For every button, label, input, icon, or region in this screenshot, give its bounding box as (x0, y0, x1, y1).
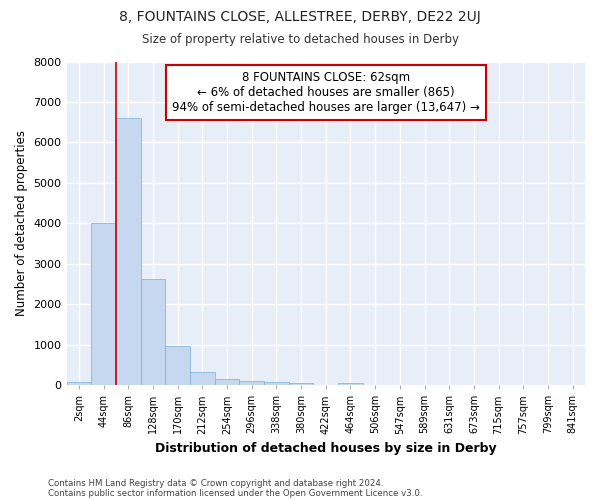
Bar (264, 382, 289, 385)
X-axis label: Distribution of detached houses by size in Derby: Distribution of detached houses by size … (155, 442, 497, 455)
Text: Size of property relative to detached houses in Derby: Size of property relative to detached ho… (142, 32, 458, 46)
Y-axis label: Number of detached properties: Number of detached properties (15, 130, 28, 316)
Bar (140, 279, 165, 385)
Bar (116, 118, 140, 385)
Text: 8 FOUNTAINS CLOSE: 62sqm
← 6% of detached houses are smaller (865)
94% of semi-d: 8 FOUNTAINS CLOSE: 62sqm ← 6% of detache… (172, 71, 480, 114)
Bar (190, 372, 215, 385)
Bar (215, 380, 239, 385)
Bar (338, 382, 363, 385)
Bar (67, 382, 91, 385)
Text: Contains public sector information licensed under the Open Government Licence v3: Contains public sector information licen… (48, 488, 422, 498)
Bar (165, 346, 190, 385)
Bar (91, 224, 116, 385)
Text: Contains HM Land Registry data © Crown copyright and database right 2024.: Contains HM Land Registry data © Crown c… (48, 478, 383, 488)
Text: 8, FOUNTAINS CLOSE, ALLESTREE, DERBY, DE22 2UJ: 8, FOUNTAINS CLOSE, ALLESTREE, DERBY, DE… (119, 10, 481, 24)
Bar (239, 381, 264, 385)
Bar (289, 382, 313, 385)
